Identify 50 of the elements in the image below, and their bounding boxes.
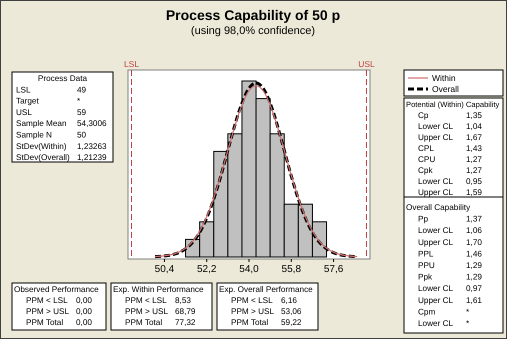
legend-label: Within: [432, 73, 456, 83]
ref-line-label: USL: [358, 59, 376, 69]
text: PPM Total 77,32: [125, 318, 196, 327]
text: USL 59: [16, 108, 86, 117]
text: Overall Capability: [406, 203, 472, 212]
x-tick-label: 54,0: [239, 264, 260, 275]
text: Lower CL 1,04: [418, 122, 482, 131]
x-tick-label: 55,8: [282, 264, 302, 275]
text: Lower CL 1,06: [418, 226, 482, 236]
text: Upper CL 1,61: [418, 296, 482, 305]
text: Sample N 50: [16, 130, 86, 140]
text: PPM > USL 0,00: [26, 307, 92, 316]
text: Target *: [16, 96, 80, 106]
text: PPM < LSL 8,53: [125, 296, 192, 305]
text: Lower CL 0,95: [418, 177, 482, 186]
text: Exp. Overall Performance: [219, 285, 314, 294]
x-tick-label: 57,6: [324, 264, 344, 275]
text: Upper CL 1,70: [418, 238, 482, 247]
text: PPM < LSL 6,16: [231, 296, 298, 305]
text: Lower CL 0,97: [418, 284, 482, 294]
text: Upper CL 1,59: [418, 188, 482, 197]
text: PPL 1,46: [418, 249, 482, 258]
x-tick-label: 50,4: [154, 264, 175, 275]
text: PPM > USL 53,06: [231, 307, 302, 316]
text: CPL 1,43: [418, 144, 482, 153]
chart-title: Process Capability of 50 p: [166, 7, 340, 23]
text: Cpm *: [418, 307, 470, 316]
text: CPU 1,27: [418, 155, 482, 164]
text: PPM Total 59,22: [231, 318, 302, 327]
text: LSL 49: [16, 85, 86, 94]
text: StDev(Overall) 1,21239: [16, 153, 108, 162]
text: Observed Performance: [14, 285, 100, 294]
text: Exp. Within Performance: [113, 285, 204, 294]
text: PPM Total 0,00: [26, 318, 92, 327]
chart-subtitle: (using 98,0% confidence): [190, 25, 316, 37]
text: Ppk 1,29: [418, 272, 482, 282]
text: Upper CL 1,67: [418, 133, 482, 142]
legend-label: Overall: [432, 84, 460, 94]
text: PPU 1,29: [418, 261, 482, 270]
text: Cp 1,35: [418, 111, 482, 120]
text: PPM < LSL 0,00: [26, 296, 92, 305]
text: StDev(Within) 1,23263: [16, 142, 107, 151]
x-tick-label: 52,2: [196, 264, 217, 275]
text: PPM > USL 68,79: [125, 307, 196, 316]
text: Lower CL *: [418, 319, 470, 328]
text: Cpk 1,27: [418, 166, 482, 175]
ref-line-label: LSL: [124, 59, 140, 69]
text: Sample Mean 54,3006: [16, 119, 107, 128]
text: Process Data: [38, 74, 88, 83]
text: Pp 1,37: [418, 214, 482, 224]
